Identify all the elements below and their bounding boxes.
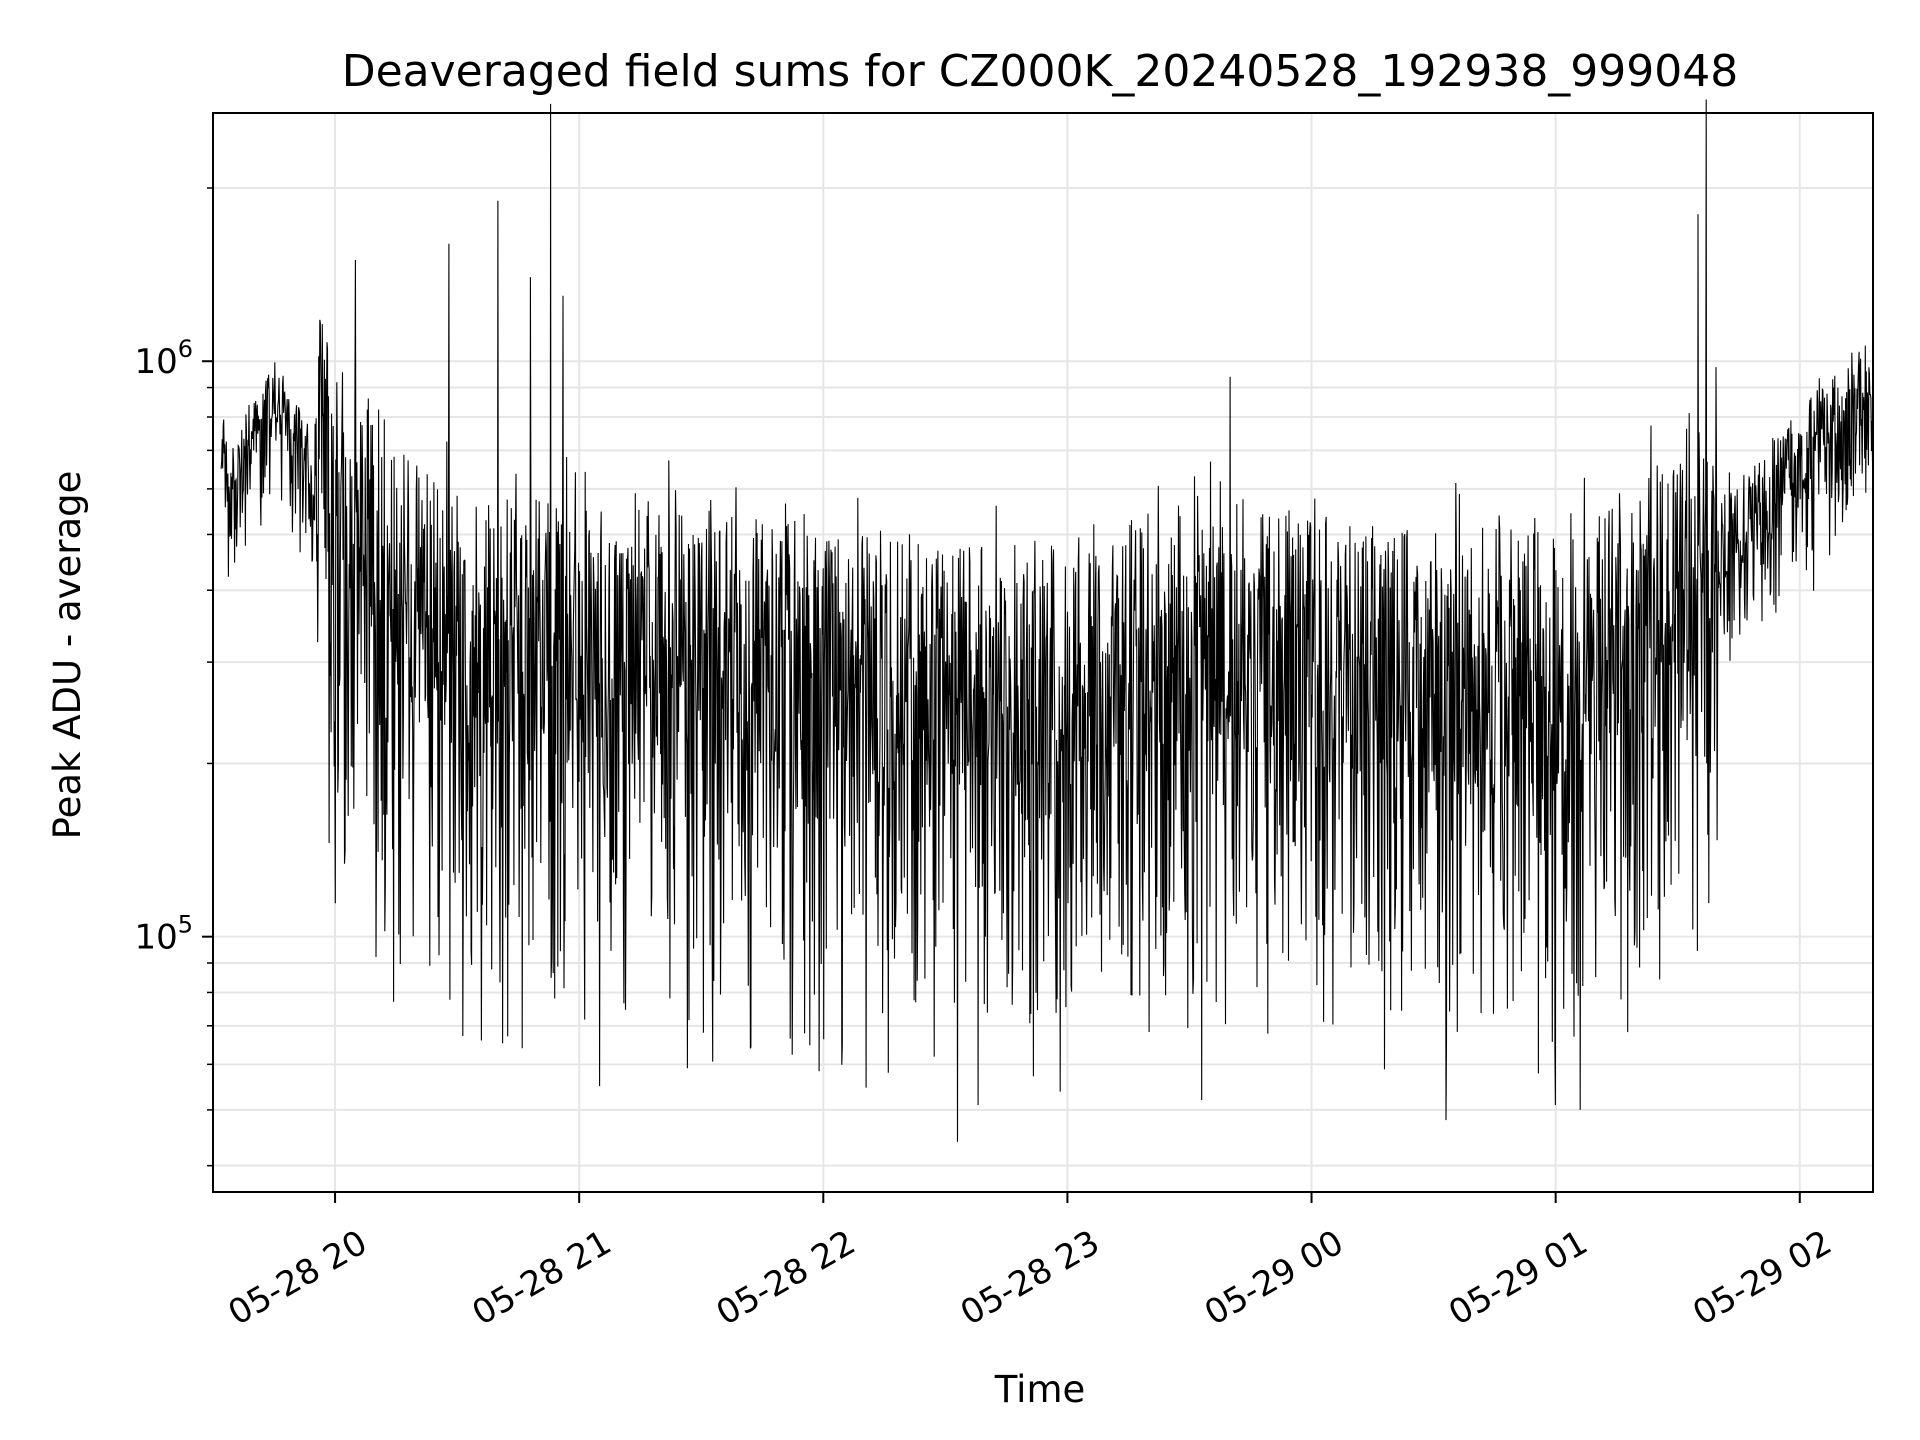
y-tick-label: 106 <box>134 335 193 382</box>
y-tick-label: 105 <box>134 911 193 958</box>
series-field-sums <box>220 99 1874 1142</box>
series-line <box>220 99 1874 1142</box>
chart-title: Deaveraged field sums for CZ000K_2024052… <box>342 46 1739 97</box>
x-axis-label: Time <box>994 1368 1086 1411</box>
plot-frame <box>212 112 1874 1193</box>
y-axis-label: Peak ADU - average <box>46 471 89 840</box>
